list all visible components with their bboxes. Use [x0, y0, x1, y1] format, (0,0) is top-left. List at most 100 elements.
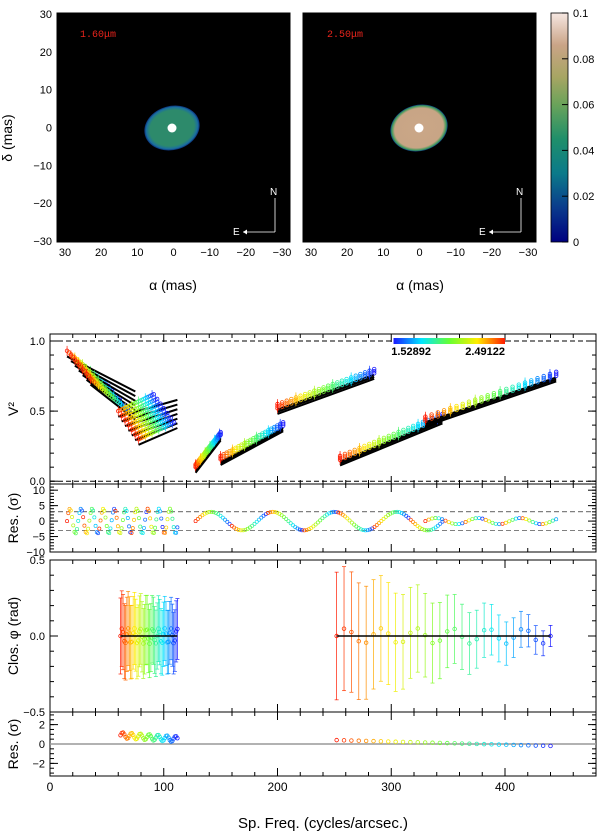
image-x-tick-label: 10: [131, 247, 143, 259]
closure-phase-point: [153, 641, 159, 646]
v2-residual-point: [202, 511, 207, 516]
image-x-tick-label: 0: [170, 247, 176, 259]
v2-residual-point: [304, 528, 309, 532]
v2-residual-point: [97, 526, 102, 531]
v2-point: [376, 441, 382, 447]
v2-residual-point: [98, 518, 103, 523]
v2-residual-point: [268, 510, 273, 515]
v2-point: [321, 387, 326, 392]
v2-model-line: [339, 422, 443, 467]
closure-phase-point: [540, 641, 546, 646]
closure-residual-point: [452, 741, 457, 746]
v2-point: [158, 401, 163, 406]
v2-point: [497, 392, 503, 398]
y-tick-label: 0.0: [30, 631, 45, 643]
v2-point: [391, 435, 396, 441]
image-x-tick-label: 10: [377, 247, 389, 259]
closure-residual-point: [334, 737, 339, 743]
v2-point: [284, 398, 289, 403]
v2-point: [312, 392, 317, 398]
v2-point: [347, 453, 353, 459]
image-panel-2: 2.50μm N E 30 20 10 0 −10 −20 −30: [302, 12, 537, 259]
closure-residual-point: [504, 742, 509, 747]
v2-residual-point: [144, 510, 149, 515]
wavelength-max-label: 2.49122: [465, 346, 505, 358]
v2-residual-point: [243, 527, 248, 532]
v2-residual-point: [158, 509, 162, 514]
closure-phase-point: [157, 629, 162, 635]
v2-point: [371, 441, 377, 447]
image-y-tick-label: 0: [46, 123, 52, 135]
v2-residual-point: [250, 523, 255, 528]
v2-point: [279, 400, 285, 405]
closure-residual-point: [459, 741, 465, 746]
v2-residual-point: [270, 509, 275, 514]
v2-residual-point: [160, 524, 165, 529]
x-tick-label: 300: [381, 780, 401, 794]
closure-residual-point: [118, 733, 123, 738]
v2-point: [485, 395, 490, 400]
v2-residual-point: [420, 526, 425, 531]
v2-residual-point: [223, 517, 227, 522]
v2-residual-point: [487, 519, 492, 524]
image-2-east-label: E: [479, 227, 486, 238]
v2-residual-point: [436, 516, 441, 521]
v2-residual-point: [137, 516, 141, 521]
v2-residual-point: [174, 530, 179, 535]
image-2-north-label: N: [516, 187, 523, 198]
closure-phase-point: [132, 626, 137, 631]
closure-phase-point: [166, 639, 171, 644]
image-y-tick-label: 10: [40, 85, 52, 97]
v2-residual-point: [456, 522, 461, 527]
closure-phase-point: [533, 637, 538, 643]
v2-point: [371, 368, 377, 374]
v2-residual-point: [423, 519, 428, 524]
colorbar-ticks: 0.1 0.08 0.06 0.04 0.02 0: [562, 8, 594, 249]
v2-residual-point: [84, 531, 89, 536]
v2-residual-point: [93, 523, 98, 528]
closure-phase-point: [415, 626, 420, 631]
v2-point: [171, 420, 177, 425]
v2-residual-point: [388, 511, 393, 516]
y-axis-label: Res. (σ): [5, 493, 21, 544]
v2-point: [435, 414, 441, 419]
v2-residual-point: [460, 521, 465, 526]
closure-phase-point: [452, 626, 457, 632]
image-2-core: [414, 123, 424, 133]
v2-residual-point: [379, 519, 384, 523]
closure-residual-point: [526, 743, 531, 748]
closure-phase-point: [422, 632, 428, 638]
v2-residual-data: [50, 506, 596, 536]
closure-phase-point: [141, 641, 146, 646]
v2-residual-point: [537, 522, 542, 527]
v2-point: [391, 433, 396, 439]
image-x-tick-label: −10: [446, 247, 465, 259]
x-axis-label: Sp. Freq. (cycles/arcsec.): [238, 815, 408, 832]
v2-point: [325, 385, 331, 391]
v2-point: [553, 371, 559, 377]
closure-phase-point: [459, 634, 465, 640]
image-1-compass: N E: [233, 187, 277, 238]
v2-residual-point: [266, 510, 271, 515]
x-tick-label: 200: [267, 780, 287, 794]
v2-residual-point: [520, 516, 525, 521]
image-x-tick-label: −20: [236, 247, 255, 259]
v2-residual-point: [435, 523, 440, 528]
v2-residual-point: [172, 530, 177, 535]
v2-residual-point: [426, 517, 431, 522]
closure-phase-point: [147, 641, 152, 646]
v2-residual-point: [130, 526, 135, 531]
closure-phase-point: [175, 626, 180, 632]
v2-residual-point: [408, 517, 413, 522]
image-x-tick-label: −20: [482, 247, 501, 259]
closure-phase-point: [437, 638, 443, 643]
v2-model-line: [425, 380, 557, 428]
v2-residual-point: [530, 520, 535, 524]
v2-data: 1.52892 2.49122: [50, 338, 596, 482]
v2-residual-point: [480, 516, 485, 521]
image-x-tick-label: −30: [273, 247, 292, 259]
v2-residual-point: [234, 526, 239, 531]
closure-phase-point: [363, 640, 369, 645]
closure-residual-point: [511, 742, 516, 748]
v2-residual-point: [329, 510, 334, 515]
